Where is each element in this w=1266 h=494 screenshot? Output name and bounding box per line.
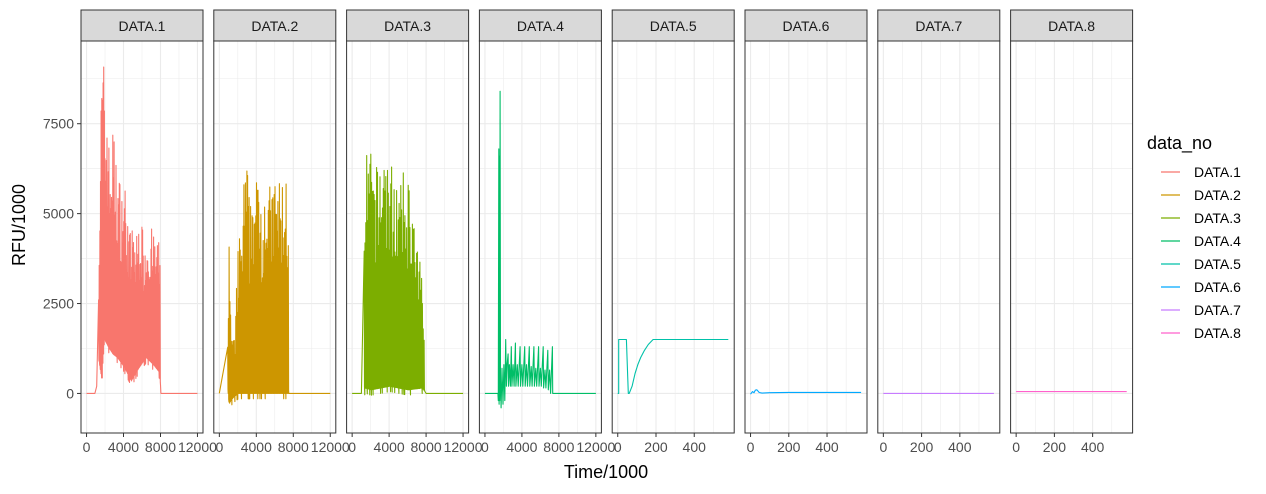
facet-panel-data-1: DATA.1 0 4000 8000 12000 <box>80 9 217 455</box>
x-tick-label: 200 <box>1043 439 1067 455</box>
facet-strip-label: DATA.5 <box>650 18 697 34</box>
x-tick-label: 12000 <box>576 439 615 455</box>
panel-border <box>346 40 470 434</box>
legend-label: DATA.1 <box>1194 164 1241 180</box>
y-tick-label: 0 <box>66 385 74 401</box>
x-tick-label: 0 <box>1012 439 1020 455</box>
grid-lines <box>612 41 735 433</box>
x-tick-label: 200 <box>910 439 934 455</box>
facet-strip <box>80 9 204 42</box>
x-tick-label: 4000 <box>374 439 405 455</box>
y-tick-label: 7500 <box>43 116 74 132</box>
facet-strip-label: DATA.1 <box>119 18 166 34</box>
panel-border <box>1010 40 1134 434</box>
facet-strip <box>611 9 735 42</box>
x-tick-label: 4000 <box>506 439 537 455</box>
panel-background <box>745 41 867 433</box>
panel-background <box>612 41 735 433</box>
facet-strip-label: DATA.4 <box>517 18 564 34</box>
series-line-data-3 <box>352 153 464 396</box>
x-tick-label: 12000 <box>444 439 483 455</box>
legend-item: DATA.8 <box>1161 325 1241 341</box>
facet-panel-data-6: DATA.6 0 200 400 <box>744 9 868 455</box>
y-axis-title: RFU/1000 <box>9 184 29 266</box>
facet-panel-data-7: DATA.7 0 200 400 <box>877 9 1001 455</box>
legend-item: DATA.2 <box>1161 187 1241 203</box>
x-tick-label: 12000 <box>178 439 217 455</box>
x-tick-label: 0 <box>747 439 755 455</box>
facet-strip-label: DATA.7 <box>915 18 962 34</box>
series-line-data-1 <box>86 66 198 394</box>
x-tick-label: 8000 <box>411 439 442 455</box>
series-line-data-6 <box>750 389 862 395</box>
legend: data_no DATA.1 DATA.2 DATA.3 DATA.4 DATA.5 DA… <box>1147 133 1241 341</box>
facet-panel-data-4: DATA.4 0 4000 8000 12000 <box>478 9 616 455</box>
grid-lines <box>1010 41 1133 433</box>
y-tick-label: 2500 <box>43 296 74 312</box>
x-tick-label: 8000 <box>145 439 176 455</box>
facet-strip-label: DATA.3 <box>384 18 431 34</box>
x-tick-label: 4000 <box>108 439 139 455</box>
x-tick-label: 0 <box>614 439 622 455</box>
y-tick-label: 5000 <box>43 206 74 222</box>
legend-title: data_no <box>1147 133 1212 154</box>
legend-label: DATA.2 <box>1194 187 1241 203</box>
legend-item: DATA.1 <box>1161 164 1241 180</box>
panel-border <box>213 40 337 434</box>
x-tick-label: 8000 <box>543 439 574 455</box>
facet-strip <box>478 9 602 42</box>
legend-label: DATA.7 <box>1194 302 1241 318</box>
legend-label: DATA.3 <box>1194 210 1241 226</box>
series-line-data-4 <box>484 90 596 409</box>
x-tick-label: 400 <box>683 439 707 455</box>
legend-item: DATA.5 <box>1161 256 1241 272</box>
facet-strip <box>877 9 1001 42</box>
facet-panel-data-5: DATA.5 0 200 400 <box>611 9 735 455</box>
panel-border <box>877 40 1001 434</box>
panel-background <box>877 41 1000 433</box>
legend-label: DATA.5 <box>1194 256 1241 272</box>
x-tick-label: 0 <box>481 439 489 455</box>
facet-strip <box>213 9 337 42</box>
legend-item: DATA.7 <box>1161 302 1241 318</box>
x-tick-label: 400 <box>1081 439 1105 455</box>
x-tick-label: 200 <box>644 439 668 455</box>
legend-label: DATA.6 <box>1194 279 1241 295</box>
x-tick-label: 400 <box>948 439 972 455</box>
x-tick-label: 0 <box>348 439 356 455</box>
x-axis-title: Time/1000 <box>564 462 648 482</box>
legend-item: DATA.4 <box>1161 233 1241 249</box>
legend-item: DATA.6 <box>1161 279 1241 295</box>
facet-strip-label: DATA.2 <box>251 18 298 34</box>
x-tick-label: 0 <box>879 439 887 455</box>
panel-background <box>1010 41 1133 433</box>
facet-panel-data-8: DATA.8 0 200 400 <box>1010 9 1134 455</box>
legend-label: DATA.8 <box>1194 325 1241 341</box>
x-tick-label: 400 <box>815 439 839 455</box>
legend-label: DATA.4 <box>1194 233 1241 249</box>
panel-border <box>80 40 204 434</box>
grid-lines <box>877 41 1000 433</box>
panel-border <box>611 40 735 434</box>
facet-strip-label: DATA.6 <box>783 18 830 34</box>
x-tick-label: 0 <box>215 439 223 455</box>
panel-border <box>478 40 602 434</box>
x-tick-label: 0 <box>83 439 91 455</box>
y-axis: 0 2500 5000 7500 <box>43 116 81 401</box>
x-tick-label: 4000 <box>241 439 272 455</box>
x-tick-label: 200 <box>777 439 801 455</box>
series-line-data-2 <box>218 170 331 406</box>
series-line-data-5 <box>617 338 729 394</box>
panel-border <box>744 40 868 434</box>
facet-panel-data-2: DATA.2 0 4000 8000 12000 <box>213 9 350 455</box>
legend-item: DATA.3 <box>1161 210 1241 226</box>
facet-panel-data-3: DATA.3 0 4000 8000 12000 <box>346 9 483 455</box>
x-tick-label: 8000 <box>278 439 309 455</box>
grid-lines <box>745 41 867 433</box>
facet-strip-label: DATA.8 <box>1048 18 1095 34</box>
facet-strip <box>346 9 470 42</box>
x-tick-label: 12000 <box>311 439 350 455</box>
